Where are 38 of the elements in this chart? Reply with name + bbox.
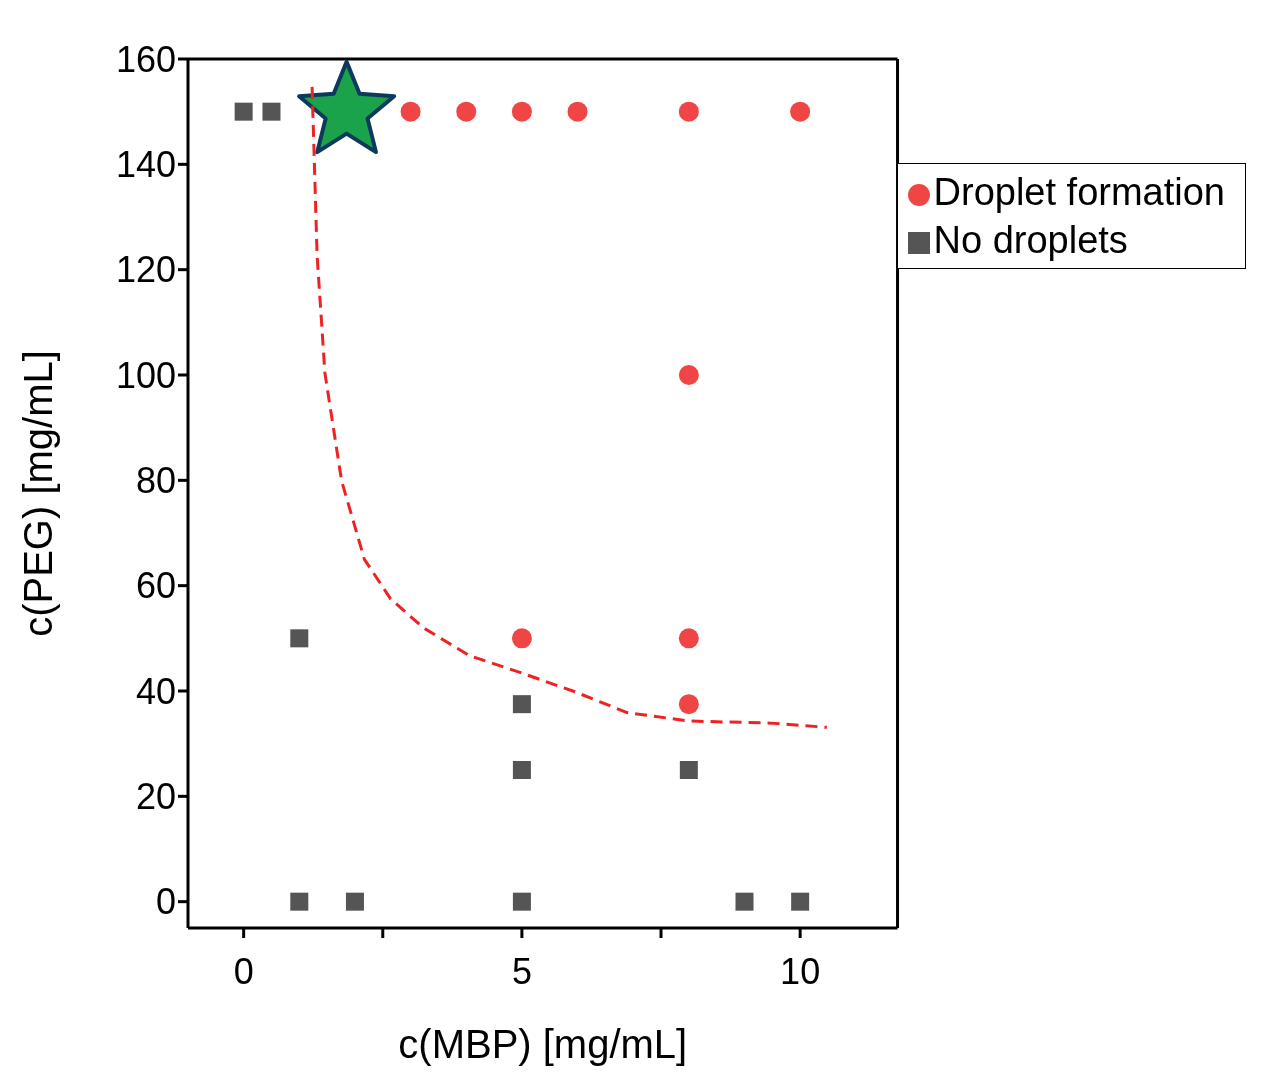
legend-label: No droplets — [933, 219, 1128, 261]
point — [678, 365, 699, 385]
y-tick-label: 120 — [115, 249, 176, 291]
point — [790, 101, 811, 122]
x-axis-title: c(MBP) [mg/mL] — [398, 1022, 688, 1066]
point — [735, 892, 754, 911]
y-tick-label: 20 — [135, 776, 176, 818]
x-tick-label: 0 — [233, 950, 254, 992]
point — [791, 892, 810, 911]
point — [512, 695, 531, 714]
point — [290, 629, 309, 648]
point — [290, 892, 309, 911]
y-tick-label: 100 — [115, 354, 176, 396]
y-tick-label: 40 — [135, 670, 176, 712]
x-tick-label: 5 — [511, 950, 532, 992]
y-tick-label: 0 — [155, 881, 176, 923]
point — [511, 101, 532, 122]
line-series — [310, 85, 829, 729]
y-axis-title: c(PEG) [mg/mL] — [16, 350, 61, 637]
point — [567, 101, 588, 122]
point — [345, 892, 364, 911]
legend-label: Droplet formation — [933, 171, 1225, 213]
x-tick-label: 10 — [780, 950, 821, 992]
point — [456, 101, 477, 122]
point — [679, 761, 698, 779]
point — [678, 101, 699, 122]
point — [512, 761, 531, 779]
point — [400, 101, 421, 122]
y-tick-label: 80 — [135, 460, 176, 502]
point — [678, 694, 699, 715]
point — [512, 892, 531, 911]
point — [234, 102, 253, 121]
y-tick-label: 140 — [115, 144, 176, 186]
y-tick-label: 160 — [115, 38, 176, 80]
point — [511, 628, 532, 649]
y-tick-label: 60 — [135, 565, 176, 607]
point — [678, 628, 699, 649]
point — [262, 102, 281, 121]
